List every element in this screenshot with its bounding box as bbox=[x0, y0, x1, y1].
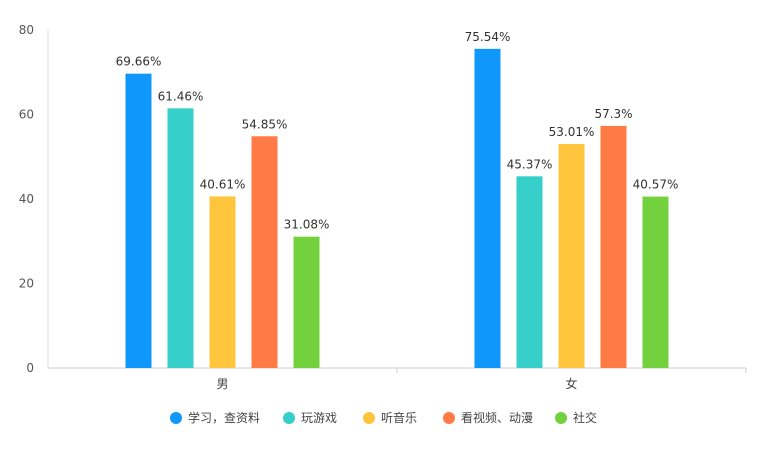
bar bbox=[167, 108, 194, 369]
data-label: 75.54% bbox=[465, 30, 511, 44]
y-tick-label: 20 bbox=[19, 277, 34, 291]
data-label: 69.66% bbox=[116, 55, 162, 69]
bar bbox=[642, 196, 669, 368]
x-tick-label: 女 bbox=[565, 376, 577, 391]
legend-marker bbox=[170, 412, 182, 424]
bar bbox=[251, 136, 278, 368]
data-label: 45.37% bbox=[507, 157, 553, 171]
bar bbox=[209, 196, 236, 368]
data-label: 53.01% bbox=[549, 125, 595, 139]
legend-label: 听音乐 bbox=[381, 410, 417, 425]
x-tick-label: 男 bbox=[216, 377, 228, 391]
data-label: 40.57% bbox=[633, 178, 679, 192]
data-label: 54.85% bbox=[242, 117, 288, 131]
data-label: 31.08% bbox=[284, 218, 330, 232]
legend-label: 社交 bbox=[573, 410, 597, 425]
legend-marker bbox=[443, 412, 455, 424]
data-label: 61.46% bbox=[158, 89, 204, 103]
y-tick-label: 60 bbox=[19, 108, 34, 122]
y-tick-label: 80 bbox=[19, 23, 34, 37]
legend-label: 学习，查资料 bbox=[188, 410, 260, 425]
bar bbox=[293, 236, 320, 368]
y-tick-label: 40 bbox=[19, 192, 34, 206]
bar bbox=[600, 125, 627, 368]
bar bbox=[474, 48, 501, 368]
bar bbox=[125, 73, 152, 369]
y-tick-label: 0 bbox=[26, 361, 34, 375]
bar bbox=[558, 144, 585, 368]
data-label: 40.61% bbox=[200, 177, 246, 191]
legend-label: 看视频、动漫 bbox=[461, 410, 533, 425]
bar bbox=[516, 176, 543, 368]
legend-marker bbox=[555, 412, 567, 424]
legend-marker bbox=[283, 412, 295, 424]
legend-label: 玩游戏 bbox=[301, 411, 337, 425]
data-label: 57.3% bbox=[594, 107, 632, 121]
legend-marker bbox=[363, 412, 375, 424]
